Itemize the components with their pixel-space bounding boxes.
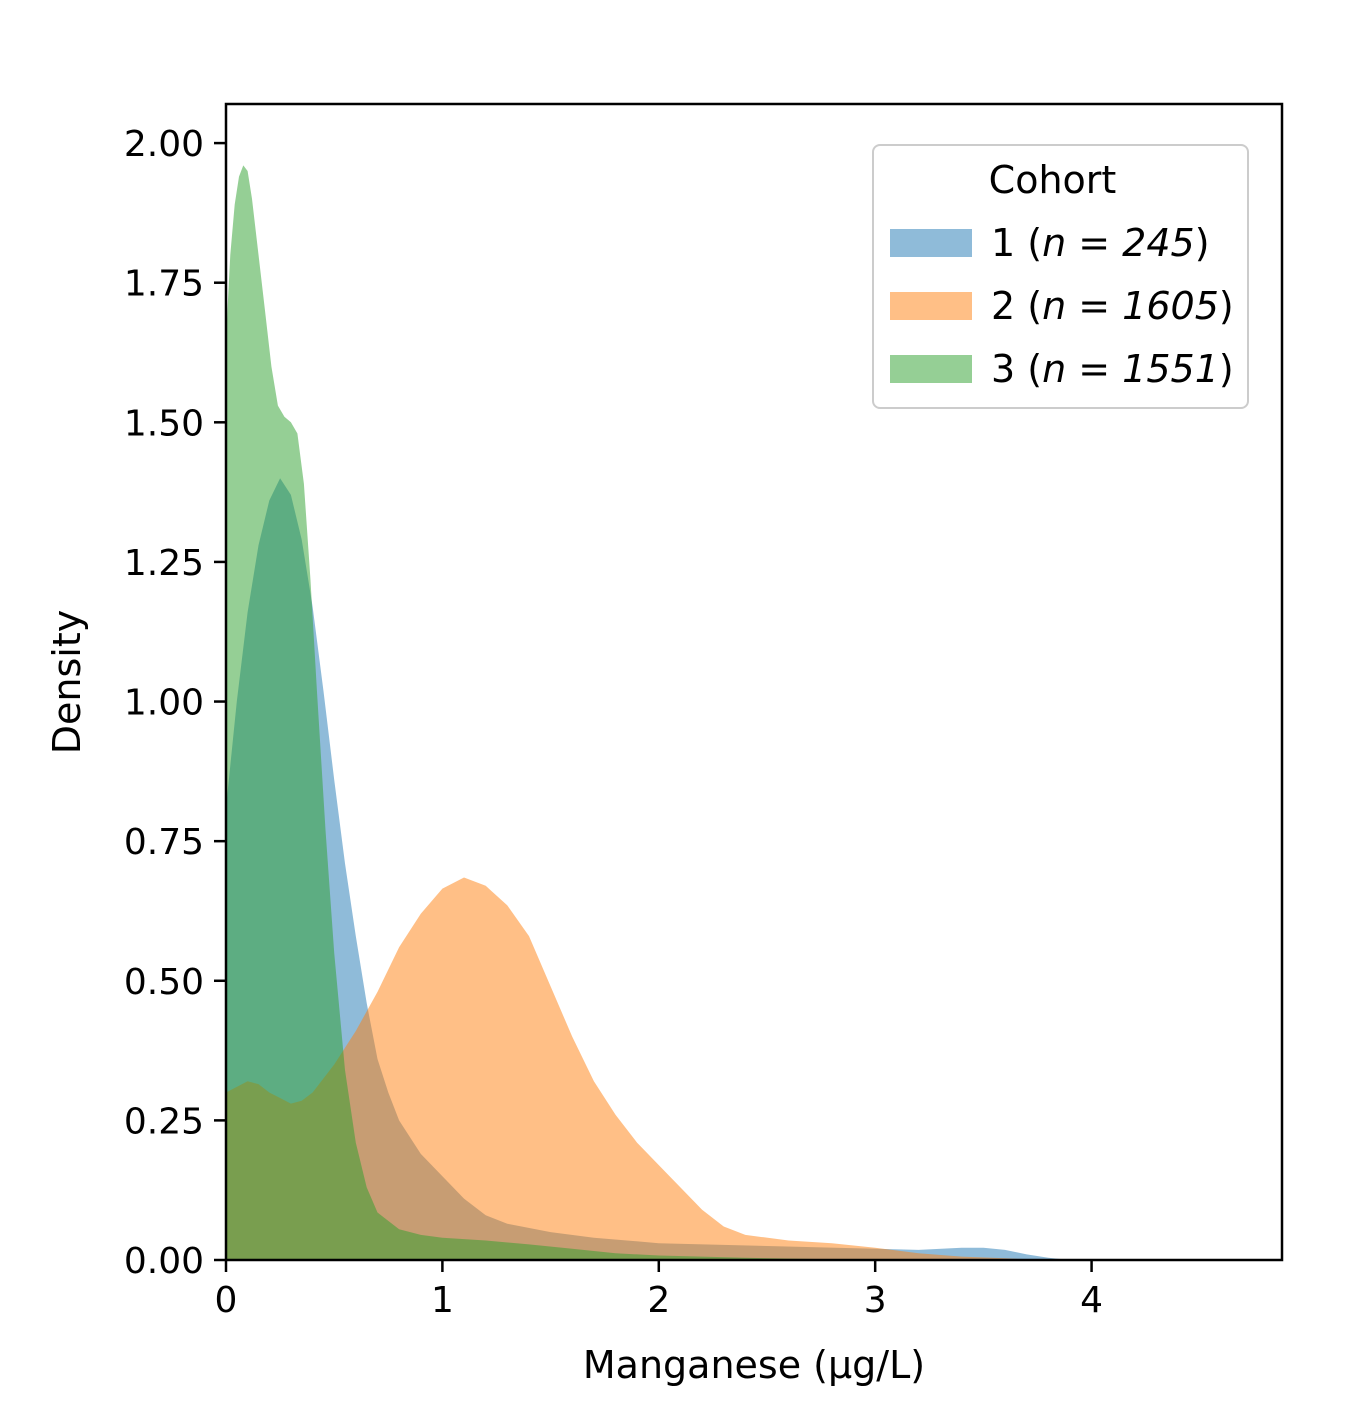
legend-label: 2 (n = 1605) xyxy=(991,284,1234,328)
y-tick-label: 1.75 xyxy=(124,264,204,305)
x-axis: 0 1 2 3 4 xyxy=(215,1260,1103,1321)
x-tick-label: 1 xyxy=(431,1280,454,1321)
y-tick-label: 0.50 xyxy=(124,962,204,1003)
y-tick-label: 0.25 xyxy=(124,1101,204,1142)
y-tick-label: 0.00 xyxy=(124,1241,204,1282)
y-tick-label: 1.25 xyxy=(124,543,204,584)
x-tick-label: 3 xyxy=(864,1280,887,1321)
x-axis-label: Manganese (µg/L) xyxy=(583,1343,925,1387)
x-tick-label: 0 xyxy=(215,1280,238,1321)
legend-title: Cohort xyxy=(989,158,1117,202)
legend: Cohort 1 (n = 245) 2 (n = 1605) 3 (n = 155… xyxy=(872,144,1249,409)
legend-entry-cohort-1: 1 (n = 245) xyxy=(890,221,1210,265)
y-axis: 0.00 0.25 0.50 0.75 1.00 1.25 1.50 1.75 2.00 xyxy=(124,124,226,1282)
legend-entries: 1 (n = 245) 2 (n = 1605) 3 (n = 1551) xyxy=(890,221,1234,391)
density-area-cohort-3 xyxy=(226,165,876,1260)
density-area-cohort-2 xyxy=(226,877,1049,1260)
legend-box xyxy=(872,144,1249,409)
plot-frame xyxy=(224,102,1284,1262)
legend-entry-cohort-3: 3 (n = 1551) xyxy=(890,347,1234,391)
legend-swatch xyxy=(890,355,972,383)
y-tick-label: 1.00 xyxy=(124,683,204,724)
y-tick-label: 0.75 xyxy=(124,822,204,863)
legend-swatch xyxy=(890,229,972,257)
x-tick-label: 4 xyxy=(1080,1280,1103,1321)
x-tick-label: 2 xyxy=(647,1280,670,1321)
legend-swatch xyxy=(890,292,972,320)
y-tick-label: 1.50 xyxy=(124,403,204,444)
y-tick-label: 2.00 xyxy=(124,124,204,165)
legend-label: 1 (n = 245) xyxy=(991,221,1210,265)
density-areas xyxy=(226,165,1070,1260)
y-axis-label: Density xyxy=(45,610,89,754)
legend-label: 3 (n = 1551) xyxy=(991,347,1234,391)
legend-entry-cohort-2: 2 (n = 1605) xyxy=(890,284,1234,328)
